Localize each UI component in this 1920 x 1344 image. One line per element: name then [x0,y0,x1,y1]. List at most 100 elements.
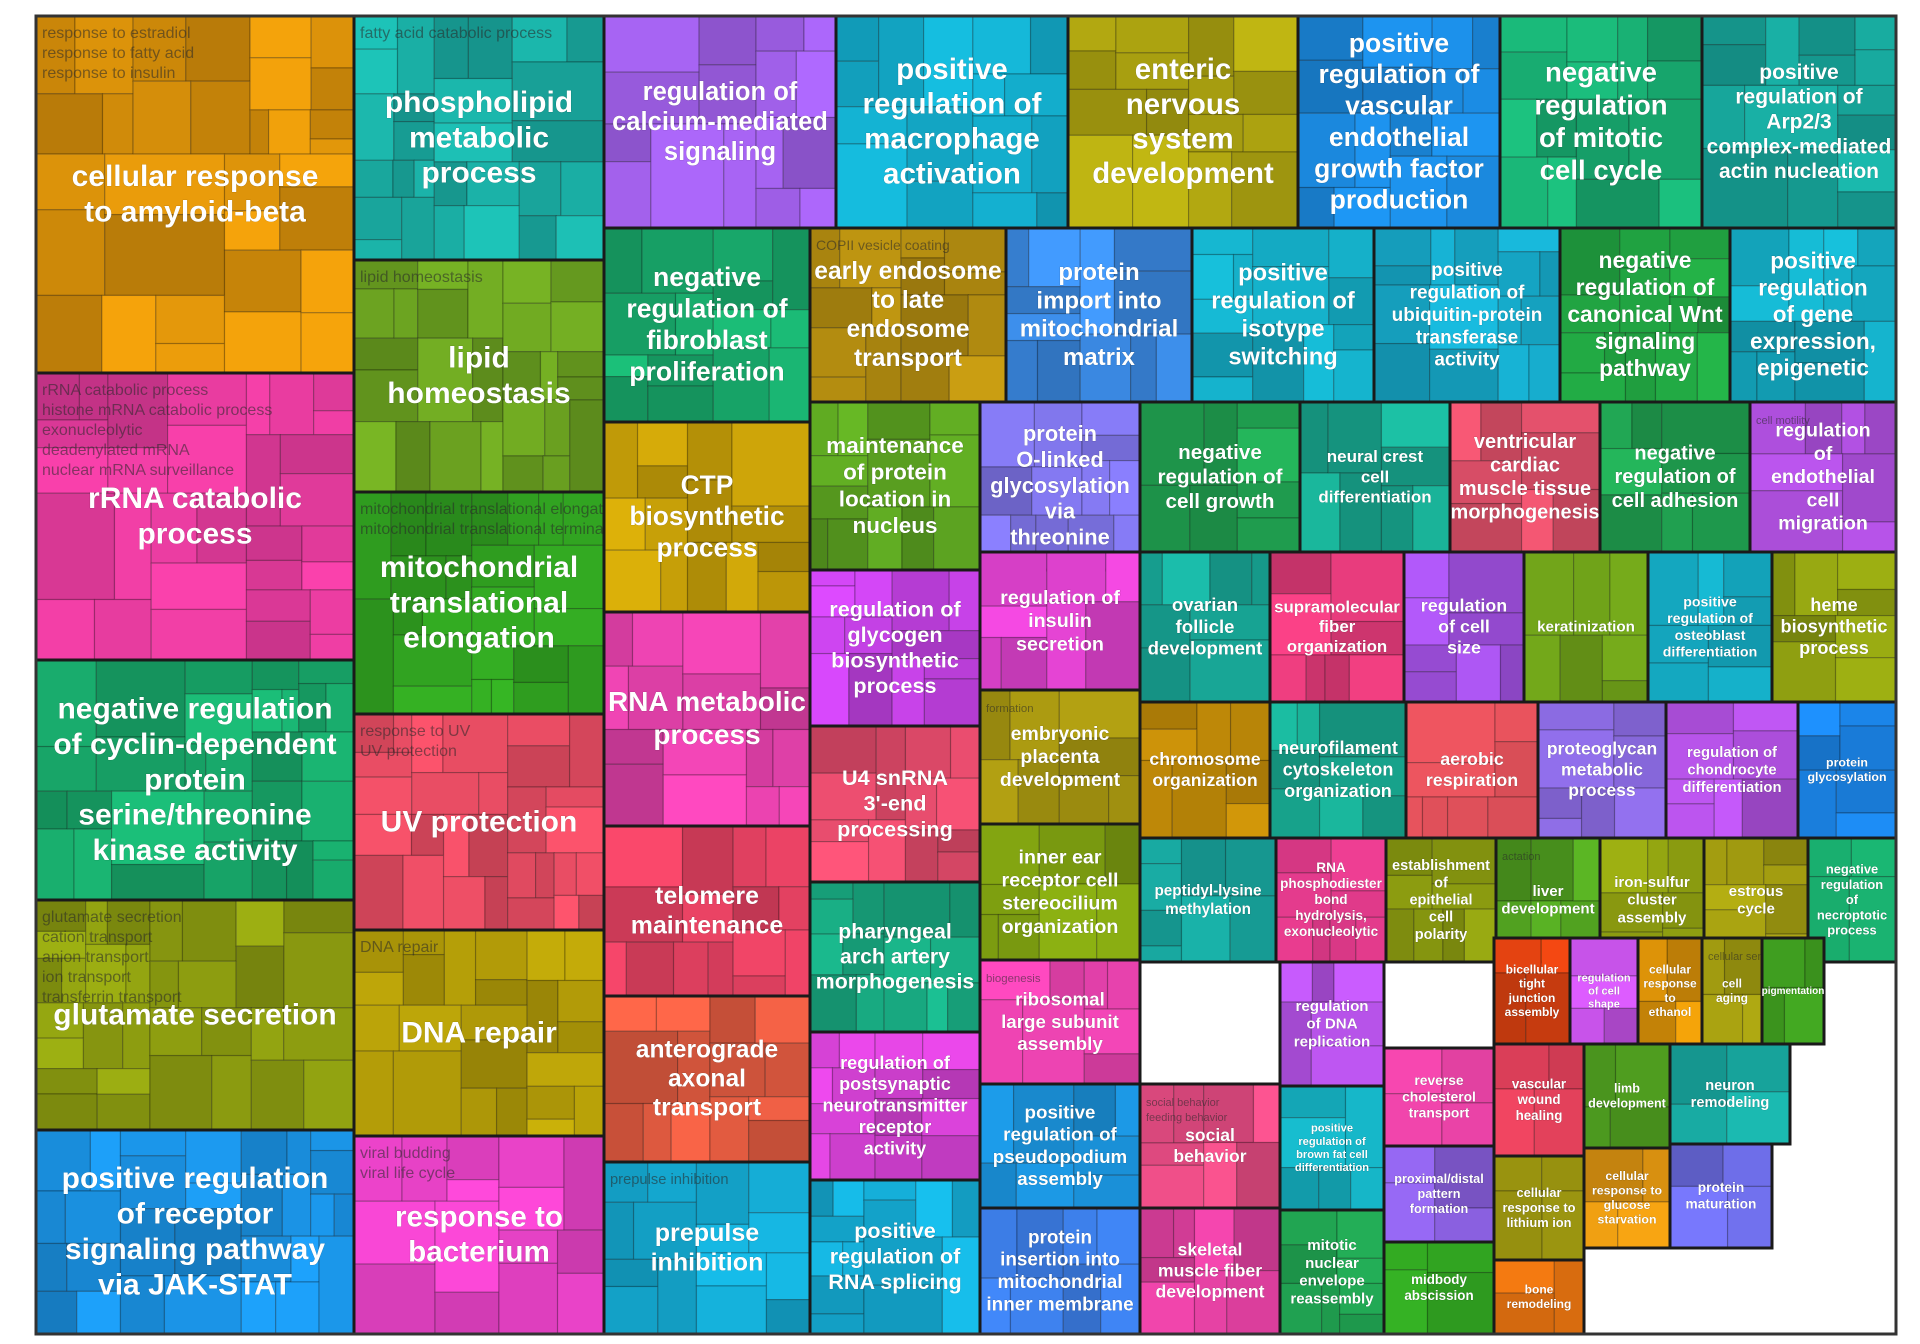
tile-cellular-response-to-ethanol: cellular response to ethanol [1636,936,1704,1046]
tile-label: response to bacterium [395,1201,563,1269]
sub-tile [1726,1091,1791,1145]
tile-label: protein glycosylation [1807,756,1886,785]
sub-tile [1732,730,1799,780]
sub-tile [1429,284,1499,350]
sub-tile [353,1200,436,1265]
sub-tile [755,50,797,119]
sub-tile [393,288,419,339]
tile-label: liver development [1501,883,1594,918]
tile-label: regulation of chondrocyte differentiation [1682,745,1781,796]
sub-tile [1405,796,1424,839]
sub-tile [245,620,311,661]
sub-tile [35,1037,85,1070]
sub-tile [657,1258,698,1335]
sub-tile [353,751,413,778]
sub-tile [484,876,509,931]
tile-response-to-bacterium: viral budding viral life cycle response to… [352,1134,606,1336]
sub-tile [1533,1088,1585,1157]
sub-tile [211,1054,252,1131]
sub-tile [498,1186,565,1231]
sub-tile [695,1285,768,1335]
sub-tile [1472,15,1501,70]
sub-tile [533,544,605,610]
sub-tile [395,421,431,493]
sub-tile [1275,872,1332,918]
sub-tile [1834,614,1897,659]
sub-tile [1669,1185,1729,1249]
sub-tile [269,372,315,436]
tile-regulation-of-calcium-mediated-signaling: regulation of calcium-mediated signaling [602,14,838,230]
sub-tile [1429,348,1499,403]
sub-tile [1081,460,1111,516]
sub-tile [1583,1043,1617,1108]
sub-tile [795,50,837,119]
sub-tile [167,424,248,494]
tile-protein-o-linked-glycosylation-via-threonine: protein O-linked glycosylation via threonine [978,400,1142,572]
sub-tile [411,771,480,816]
sub-label: social behavior [1146,1097,1220,1109]
sub-tile [1038,823,1106,885]
sub-tile [1647,551,1699,627]
sub-tile [878,15,925,108]
sub-tile [662,728,748,776]
sub-tile [933,506,981,571]
sub-tile [310,15,355,69]
tile-label: chromosome organization [1149,749,1260,790]
sub-tile [35,1093,98,1131]
sub-tile [353,1050,394,1137]
sub-tile [809,485,869,520]
sub-tile [433,205,465,261]
sub-tile [1191,332,1254,378]
tile-label: CTP biosynthetic process [629,470,784,562]
sub-tile [1499,644,1525,703]
sub-tile [1575,178,1660,229]
sub-tile [809,881,854,900]
tile-label: neuron remodeling [1691,1078,1770,1111]
sub-tile [1539,251,1561,297]
sub-tile [433,161,468,207]
sub-tile [809,1031,841,1069]
sub-tile [1311,961,1335,1003]
sub-tile [1798,15,1856,56]
tile-label: mitotic nuclear envelope reassembly [1290,1237,1374,1308]
sub-tile [949,725,981,779]
sub-tile [695,1252,768,1287]
sub-tile [434,1291,500,1335]
plot-border [34,14,1898,1336]
sub-tile [251,731,303,782]
sub-tile [731,421,811,507]
sub-tile [1631,401,1663,450]
sub-tile [149,899,184,962]
tile-label: negative regulation of mitotic cell cycle [1534,57,1667,186]
sub-tile [1426,1241,1495,1274]
sub-tile [778,886,811,931]
sub-tile [425,491,473,557]
sub-tile [1330,620,1405,656]
sub-tile [1318,1166,1352,1211]
tile-label: protein insertion into mitochondrial inner … [986,1227,1133,1315]
sub-tile [95,659,186,738]
sub-tile [883,936,932,984]
sub-tile [603,1201,635,1260]
sub-tile [647,385,714,423]
sub-tile [1115,15,1190,54]
sub-tile [1191,227,1254,256]
sub-tile [759,687,811,731]
sub-tile [1794,551,1839,617]
sub-tile [122,1002,151,1070]
tile-label: negative regulation of fibroblast prolifera… [626,262,787,386]
sub-tile [1083,1053,1141,1085]
sub-tile [835,106,908,145]
sub-tile [557,351,605,378]
sub-tile [513,681,569,715]
sub-tile [681,893,734,943]
sub-tile [712,227,774,282]
sub-tile [799,187,837,229]
sub-tile [921,1135,981,1181]
sub-tile [1726,837,1765,886]
tile-border [1668,1142,1774,1250]
sub-tile [1305,654,1326,703]
sub-tile [1139,701,1198,730]
sub-label: exonucleolytic [42,422,143,439]
sub-tile [235,899,285,947]
